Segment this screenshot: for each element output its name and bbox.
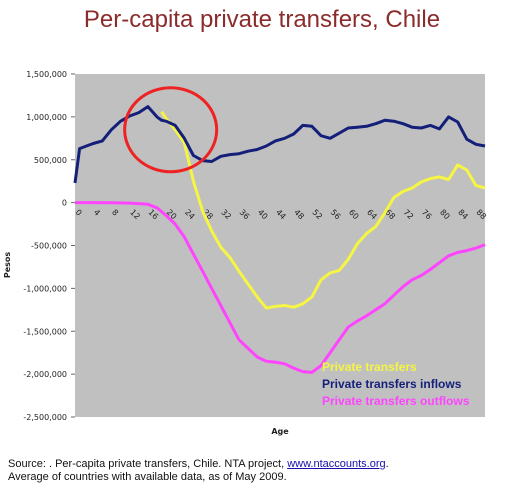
y-axis-label: Pesos	[3, 252, 12, 279]
source-suffix: .	[385, 458, 389, 470]
y-tick-label: 0	[62, 199, 67, 208]
x-tick-label: 4	[92, 208, 102, 218]
source-footer: Source: . Per-capita private transfers, …	[8, 458, 520, 484]
line-chart: 1,500,000 1,000,000 500,000 0 -500,000 -1,000…	[3, 70, 488, 436]
source-line-1: Source: . Per-capita private transfers, …	[8, 458, 520, 471]
y-tick-label: 1,500,000	[26, 70, 67, 79]
source-text: Source: . Per-capita private transfers, …	[8, 458, 288, 470]
legend-entry-2: Private transfers inflows	[322, 377, 462, 391]
highlight-circle	[123, 86, 219, 174]
legend-entry-1: Private transfers	[322, 360, 417, 374]
series-line-3	[75, 201, 486, 374]
source-link[interactable]: www.ntaccounts.org	[287, 458, 386, 470]
x-tick-label: 0	[74, 208, 84, 218]
y-tick-label: 500,000	[34, 156, 67, 165]
x-tick-label: 8	[110, 208, 120, 218]
y-tick-label: -2,500,000	[23, 413, 67, 422]
source-line-2: Average of countries with available data…	[8, 471, 287, 483]
series-line-1	[160, 110, 486, 310]
page-title: Per-capita private transfers, Chile	[83, 6, 441, 33]
legend-entry-3: Private transfers outflows	[322, 394, 470, 408]
y-tick-label: -500,000	[31, 242, 67, 251]
y-tick-label: -2,000,000	[23, 370, 67, 379]
y-tick-label: -1,000,000	[23, 284, 67, 293]
series-line-2	[73, 105, 486, 184]
y-tick-label: -1,500,000	[23, 327, 67, 336]
plot-background	[75, 74, 485, 417]
y-tick-label: 1,000,000	[26, 113, 67, 122]
x-axis-label: Age	[271, 427, 289, 436]
